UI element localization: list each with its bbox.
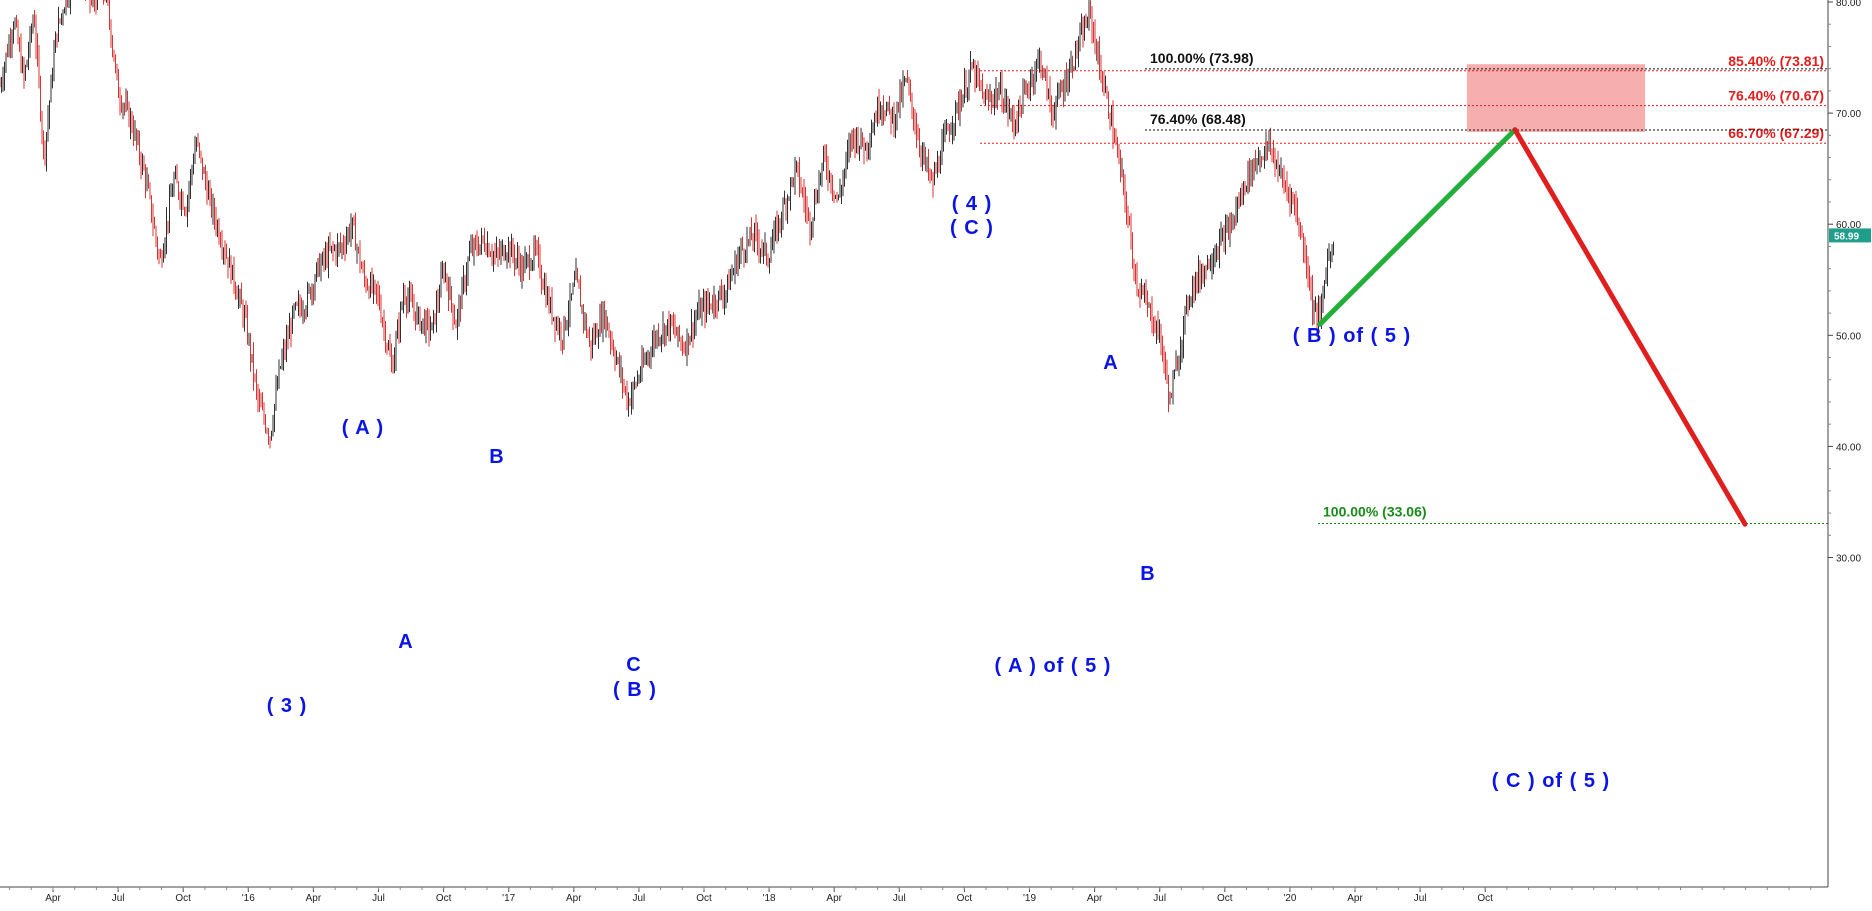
- y-tick-label: 60.00: [1836, 220, 1861, 231]
- x-tick-label: Jul: [1153, 893, 1166, 904]
- x-tick-label: Apr: [306, 893, 322, 904]
- x-tick-label: Oct: [957, 893, 973, 904]
- x-tick-label: Oct: [1217, 893, 1233, 904]
- wave-label: B: [1140, 563, 1155, 585]
- y-tick-label: 30.00: [1836, 554, 1861, 565]
- x-tick-label: Oct: [1477, 893, 1493, 904]
- fib-label-red: 76.40% (70.67): [1728, 88, 1824, 104]
- x-tick-label: '19: [1023, 893, 1036, 904]
- x-tick-label: Oct: [696, 893, 712, 904]
- x-tick-label: Apr: [45, 893, 61, 904]
- wave-label: A: [1103, 352, 1118, 374]
- x-tick-label: '20: [1283, 893, 1296, 904]
- target-zone: [1467, 64, 1645, 132]
- wave-label: ( 3 ): [267, 695, 308, 717]
- x-tick-label: '16: [242, 893, 255, 904]
- wave-label: ( B ) of ( 5 ): [1293, 325, 1411, 347]
- wave-label: A: [398, 631, 413, 653]
- projection-down-line: [1512, 127, 1748, 527]
- wave-label: ( C ): [950, 217, 994, 239]
- x-tick-label: Jul: [1414, 893, 1427, 904]
- fib-label-green: 100.00% (33.06): [1323, 504, 1427, 520]
- fib-label-black: 100.00% (73.98): [1150, 50, 1254, 66]
- x-tick-label: Apr: [826, 893, 842, 904]
- fib-label-red: 66.70% (67.29): [1728, 125, 1824, 141]
- x-tick-label: Apr: [1087, 893, 1103, 904]
- y-tick-label: 70.00: [1836, 109, 1861, 120]
- fib-label-black: 76.40% (68.48): [1150, 111, 1246, 127]
- wave-label: ( B ): [613, 679, 657, 701]
- x-tick-label: Jul: [893, 893, 906, 904]
- wave-label: B: [489, 446, 504, 468]
- x-tick-label: Oct: [436, 893, 452, 904]
- x-tick-label: '17: [502, 893, 515, 904]
- y-tick-label: 50.00: [1836, 331, 1861, 342]
- wave-label: ( A ): [342, 417, 384, 439]
- x-tick-label: Apr: [1347, 893, 1363, 904]
- x-tick-label: Jul: [633, 893, 646, 904]
- x-tick-label: Jul: [372, 893, 385, 904]
- fib-label-red: 85.40% (73.81): [1728, 53, 1824, 69]
- x-tick-label: Jul: [112, 893, 125, 904]
- wave-label: ( C ) of ( 5 ): [1492, 770, 1610, 792]
- x-tick-label: '18: [763, 893, 776, 904]
- x-tick-label: Apr: [566, 893, 582, 904]
- projection-up-line: [1317, 127, 1518, 327]
- wave-label: C: [626, 654, 641, 676]
- x-tick-label: Oct: [175, 893, 191, 904]
- wave-label: ( A ) of ( 5 ): [995, 655, 1112, 677]
- wave-label: ( 4 ): [952, 193, 993, 215]
- y-tick-label: 80.00: [1836, 0, 1861, 9]
- last-price-badge: [1829, 228, 1871, 243]
- last-price-text: 58.99: [1834, 231, 1859, 242]
- y-tick-label: 40.00: [1836, 442, 1861, 453]
